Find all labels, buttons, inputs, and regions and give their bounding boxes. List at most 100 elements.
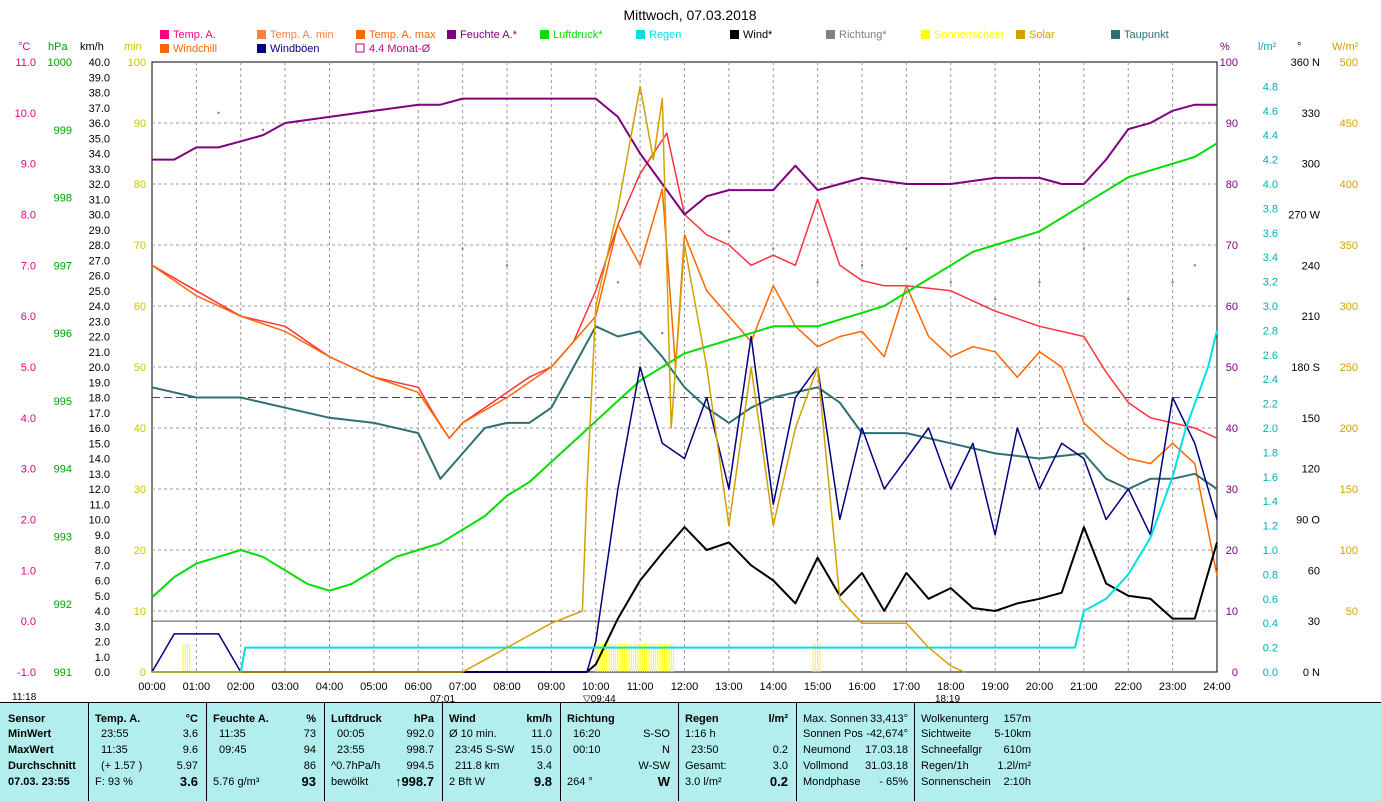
stats-humid-unit: % <box>306 713 316 725</box>
axis-unit-wind: km/h <box>80 41 104 53</box>
solar-tick-label: 150 <box>1340 484 1358 496</box>
x-tick-label: 15:00 <box>804 681 832 693</box>
legend-swatch <box>355 43 365 53</box>
rain-tick-label: 3.4 <box>1263 252 1278 264</box>
stats-rain-label: Gesamt: <box>685 760 727 772</box>
wind-tick-label: 30.0 <box>89 210 110 222</box>
stats-pressure-current: ↑998.7 <box>394 774 434 789</box>
pressure-tick-label: 997 <box>54 260 72 272</box>
direction-point <box>1127 298 1130 301</box>
stats-direction-value: N <box>662 744 670 756</box>
stats-wind-value: 3.4 <box>536 760 552 772</box>
wind-tick-label: 26.0 <box>89 271 110 283</box>
direction-tick-label: 300 <box>1302 159 1320 171</box>
stats-pressure-trend: ^0.7hPa/h <box>331 760 381 772</box>
direction-point <box>505 264 509 267</box>
stats-pressure-unit: hPa <box>413 713 434 725</box>
x-tick-label: 06:00 <box>404 681 432 693</box>
sunshine-tick-label: 90 <box>134 118 146 130</box>
wind-tick-label: 33.0 <box>89 164 110 176</box>
stats-rain-header: Regen <box>685 713 719 725</box>
stats-cloud-value: 1.2l/m² <box>997 760 1031 772</box>
stats-temp-value: 3.6 <box>182 728 198 740</box>
temp-tick-label: 9.0 <box>21 159 36 171</box>
direction-point <box>461 247 464 250</box>
series-line-solar <box>152 85 965 673</box>
x-tick-label: 00:00 <box>138 681 166 693</box>
humidity-tick-label: 90 <box>1226 118 1238 130</box>
rain-tick-label: 1.0 <box>1263 545 1278 557</box>
stats-direction-current: W <box>657 774 670 789</box>
direction-tick-label: 210 <box>1302 311 1320 323</box>
temp-tick-label: 4.0 <box>21 413 36 425</box>
stats-sun-value: - 65% <box>879 776 908 788</box>
direction-point <box>993 298 997 301</box>
wind-tick-label: 3.0 <box>95 621 110 633</box>
legend-label: Wind* <box>743 29 773 41</box>
axis-unit-rain: l/m² <box>1258 41 1277 53</box>
stats-wind-value: 15.0 <box>530 744 552 756</box>
stats-sun-label: Mondphase <box>803 776 861 788</box>
rain-tick-label: 1.2 <box>1263 521 1278 533</box>
wind-tick-label: 13.0 <box>89 469 110 481</box>
stats-temp-time: 23:55 <box>101 728 129 740</box>
direction-point <box>616 281 620 284</box>
stats-wind-label: 2 Bft W <box>449 776 486 788</box>
legend-swatch <box>257 44 266 53</box>
rain-tick-label: 4.6 <box>1263 106 1278 118</box>
temp-tick-label: 11.0 <box>15 57 36 69</box>
wind-tick-label: 32.0 <box>89 179 110 191</box>
x-tick-label: 14:00 <box>759 681 787 693</box>
wind-tick-label: 21.0 <box>89 347 110 359</box>
stats-sun-label: Sonnen Pos <box>803 728 863 740</box>
direction-point <box>727 230 731 233</box>
humidity-tick-label: 70 <box>1226 240 1238 252</box>
direction-point <box>816 281 819 284</box>
stats-sun-label: Neumond <box>803 744 851 756</box>
wind-tick-label: 25.0 <box>89 286 110 298</box>
humidity-tick-label: 40 <box>1226 423 1238 435</box>
chart-title: Mittwoch, 07.03.2018 <box>623 7 756 23</box>
legend-label: Feuchte A.* <box>460 29 518 41</box>
sunshine-tick-label: 100 <box>128 57 146 69</box>
direction-point <box>905 247 908 250</box>
x-tick-label: 07:00 <box>449 681 477 693</box>
wind-tick-label: 20.0 <box>89 362 110 374</box>
temp-tick-label: 8.0 <box>21 210 36 222</box>
legend-swatch <box>160 30 169 39</box>
stats-temp-unit: °C <box>185 713 198 725</box>
legend-label: Taupunkt <box>1124 29 1169 41</box>
stats-humid-col: Feuchte A. % 11:35 73 09:45 94 86 5.76 g… <box>207 703 325 801</box>
stats-rain-col: Regen l/m² 1:16 h 23:50 0.2 Gesamt: 3.0 … <box>679 703 797 801</box>
wind-tick-label: 16.0 <box>89 423 110 435</box>
humidity-tick-label: 50 <box>1226 362 1238 374</box>
legend-swatch <box>356 30 365 39</box>
wind-tick-label: 8.0 <box>95 545 110 557</box>
axes: °C hPa km/h min% l/m² ° W/m² 00:00 01:00 02:00 03:… <box>12 41 1359 702</box>
stats-cloud-label: Regen/1h <box>921 760 969 772</box>
rain-tick-label: 4.4 <box>1263 130 1278 142</box>
temp-tick-label: 1.0 <box>21 565 36 577</box>
series-line-luftdruck <box>151 142 1218 599</box>
x-tick-label: 20:00 <box>1026 681 1054 693</box>
sunrise-label: 07:01 <box>430 694 455 702</box>
stats-rain-label: 1:16 h <box>685 728 716 740</box>
stats-pressure-value: 992.0 <box>406 728 434 740</box>
x-tick-label: 03:00 <box>271 681 299 693</box>
stats-sensor-row: MaxWert <box>8 744 54 756</box>
x-tick-label: 18:00 <box>937 681 965 693</box>
stats-temp-header: Temp. A. <box>95 713 141 725</box>
rain-tick-label: 0.4 <box>1263 618 1278 630</box>
wind-tick-label: 22.0 <box>89 332 110 344</box>
stats-rain-value: 3.0 <box>772 760 788 772</box>
legend: Temp. A. Temp. A. min Temp. A. max Feuchte … <box>160 29 1169 55</box>
direction-point <box>772 247 775 250</box>
direction-point <box>1193 264 1197 267</box>
stats-rain-label: 3.0 l/m² <box>685 776 722 788</box>
humidity-tick-label: 0 <box>1232 667 1238 679</box>
stats-pressure-forecast: bewölkt <box>331 776 369 788</box>
temp-tick-label: 5.0 <box>21 362 36 374</box>
grid <box>151 61 1218 673</box>
series-line-windb-en <box>151 335 1218 673</box>
direction-tick-label: 240 <box>1302 260 1320 272</box>
